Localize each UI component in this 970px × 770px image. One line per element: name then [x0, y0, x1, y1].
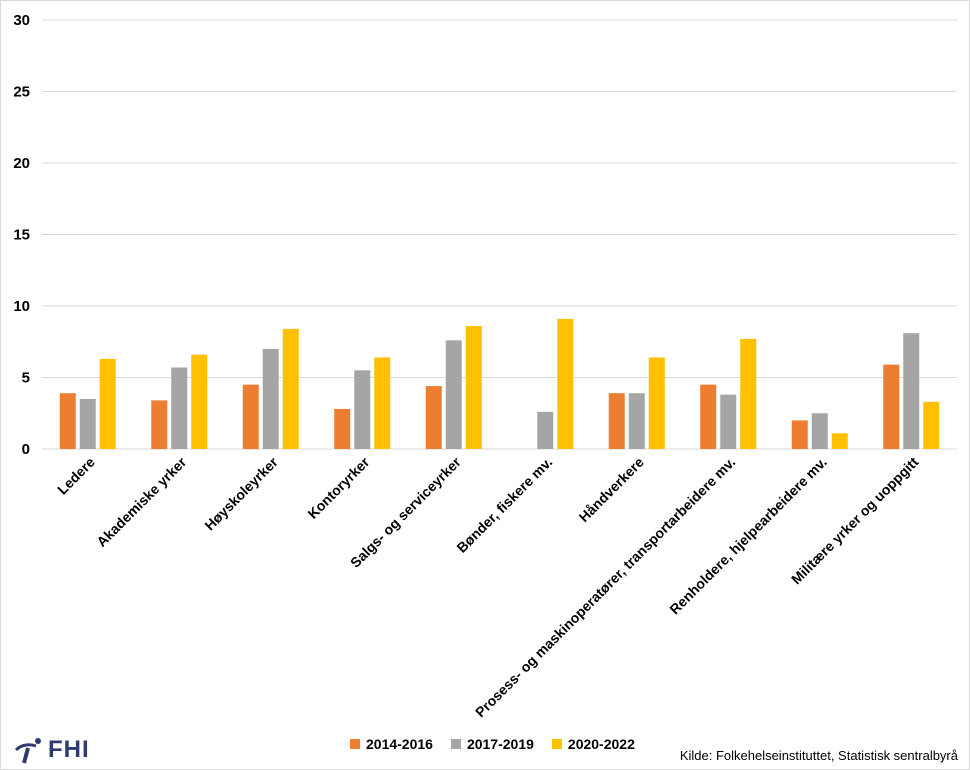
x-tick-label: Bønder, fiskere mv.	[453, 454, 555, 556]
x-tick-label: Ledere	[54, 454, 98, 498]
legend-label: 2014-2016	[366, 736, 433, 752]
bar	[242, 384, 259, 449]
bar	[608, 393, 625, 449]
bar	[465, 326, 482, 449]
legend-item: 2014-2016	[350, 736, 433, 752]
bar	[262, 348, 279, 449]
fhi-logo: FHI	[10, 736, 90, 764]
bar	[445, 340, 462, 449]
legend-item: 2020-2022	[551, 736, 635, 752]
bar	[191, 354, 208, 449]
bar	[648, 357, 665, 449]
bar	[425, 386, 442, 449]
y-tick-label: 30	[13, 12, 30, 29]
y-tick-label: 10	[13, 298, 30, 315]
y-tick-label: 25	[13, 84, 30, 101]
bar	[791, 420, 808, 449]
y-tick-label: 20	[13, 155, 30, 172]
bar	[171, 367, 188, 449]
legend-label: 2020-2022	[567, 736, 635, 752]
bar	[923, 401, 940, 449]
legend: 2014-2016 2017-2019 2020-2022	[350, 736, 635, 752]
bar	[628, 393, 645, 449]
bar	[557, 318, 574, 449]
legend-item: 2017-2019	[450, 736, 534, 752]
bar	[354, 370, 371, 449]
bar	[282, 328, 299, 449]
legend-label: 2017-2019	[466, 736, 534, 752]
legend-swatch	[350, 739, 360, 749]
legend-swatch	[551, 739, 562, 749]
y-tick-label: 0	[22, 441, 30, 458]
source-note: Kilde: Folkehelseinstituttet, Statistisk…	[679, 748, 958, 763]
x-tick-label: Renholdere, hjelpearbeidere mv.	[666, 454, 830, 618]
x-tick-label: Akademiske yrker	[93, 453, 189, 549]
x-tick-label: Håndverkere	[576, 454, 647, 525]
bar	[720, 394, 737, 449]
x-tick-label: Høyskoleyrker	[201, 453, 281, 533]
bar	[334, 408, 351, 449]
bar	[740, 338, 757, 449]
bar	[883, 364, 900, 449]
bar	[831, 433, 848, 449]
bar	[151, 400, 168, 449]
bar	[700, 384, 717, 449]
legend-swatch	[450, 739, 461, 749]
bar	[374, 357, 391, 449]
y-tick-label: 15	[13, 227, 30, 244]
bar	[811, 413, 828, 449]
y-tick-label: 5	[22, 370, 30, 387]
fhi-logo-icon	[14, 738, 41, 764]
bar	[99, 358, 116, 449]
fhi-logo-text: FHI	[48, 736, 90, 763]
bar	[537, 411, 554, 449]
bar	[59, 393, 76, 449]
x-tick-label: Kontoryrker	[304, 453, 372, 521]
bar	[79, 398, 96, 449]
bar	[903, 333, 920, 449]
